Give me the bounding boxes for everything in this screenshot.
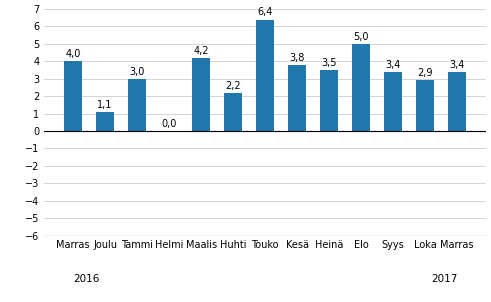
Text: 4,2: 4,2 bbox=[193, 46, 209, 56]
Text: 3,5: 3,5 bbox=[322, 58, 337, 68]
Text: 2,9: 2,9 bbox=[417, 69, 433, 79]
Text: 3,4: 3,4 bbox=[450, 60, 465, 70]
Text: 5,0: 5,0 bbox=[354, 32, 369, 42]
Bar bbox=[128, 79, 146, 131]
Bar bbox=[192, 58, 210, 131]
Text: 1,1: 1,1 bbox=[97, 100, 113, 110]
Bar bbox=[384, 72, 402, 131]
Text: 3,0: 3,0 bbox=[130, 67, 145, 77]
Text: 3,8: 3,8 bbox=[290, 53, 305, 63]
Text: 2017: 2017 bbox=[431, 275, 457, 284]
Bar bbox=[96, 112, 114, 131]
Bar bbox=[353, 44, 370, 131]
Bar bbox=[64, 61, 82, 131]
Bar bbox=[416, 81, 434, 131]
Text: 0,0: 0,0 bbox=[162, 119, 177, 129]
Bar bbox=[224, 93, 242, 131]
Bar bbox=[256, 20, 274, 131]
Bar bbox=[448, 72, 466, 131]
Text: 2,2: 2,2 bbox=[225, 81, 241, 91]
Text: 6,4: 6,4 bbox=[257, 8, 273, 18]
Text: 4,0: 4,0 bbox=[65, 49, 81, 59]
Text: 3,4: 3,4 bbox=[385, 60, 401, 70]
Bar bbox=[320, 70, 338, 131]
Bar bbox=[288, 65, 306, 131]
Text: 2016: 2016 bbox=[73, 275, 100, 284]
